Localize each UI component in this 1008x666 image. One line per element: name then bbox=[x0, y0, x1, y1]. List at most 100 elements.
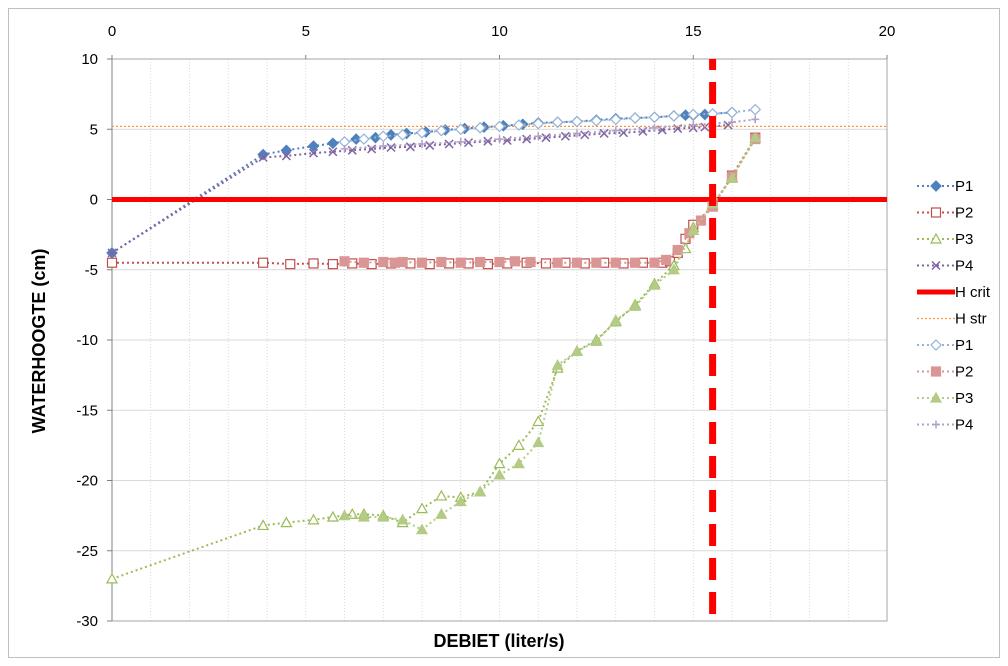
data-point bbox=[551, 116, 564, 129]
series-line bbox=[344, 118, 756, 150]
data-point bbox=[512, 457, 525, 469]
data-point bbox=[474, 121, 486, 134]
data-point bbox=[751, 115, 760, 124]
legend-marker bbox=[930, 339, 942, 351]
y-tick-label: 0 bbox=[90, 192, 98, 209]
data-point bbox=[493, 468, 506, 480]
data-point bbox=[650, 123, 659, 132]
data-point bbox=[418, 140, 426, 149]
legend-item: P2 bbox=[917, 364, 973, 381]
axis-layer: 0 5 10 15 20 10 5 0 -5 -10 -15 -20 -25 -30 bbox=[76, 23, 895, 630]
series-p1 bbox=[338, 103, 762, 148]
data-point bbox=[493, 120, 506, 133]
data-point bbox=[541, 133, 551, 143]
legend-label: H crit bbox=[955, 284, 991, 301]
data-point bbox=[560, 131, 570, 141]
data-point bbox=[571, 115, 583, 128]
data-point bbox=[667, 263, 680, 275]
data-point bbox=[281, 151, 291, 161]
data-point bbox=[513, 119, 525, 131]
data-point bbox=[532, 436, 545, 448]
data-point bbox=[358, 257, 369, 268]
legend-item: H crit bbox=[917, 284, 991, 301]
legend-item: P3 bbox=[917, 231, 973, 248]
series-line bbox=[111, 124, 729, 254]
data-point bbox=[308, 258, 319, 269]
legend-item: P2 bbox=[917, 205, 973, 222]
data-point bbox=[339, 256, 350, 267]
data-point bbox=[307, 513, 320, 525]
data-point bbox=[679, 242, 692, 254]
legend-marker bbox=[930, 366, 942, 377]
data-point bbox=[386, 142, 396, 153]
data-point bbox=[105, 572, 119, 584]
legend-item: P3 bbox=[917, 390, 973, 407]
y-tick-label: -10 bbox=[76, 332, 98, 349]
data-point bbox=[436, 256, 447, 268]
data-point bbox=[396, 129, 409, 141]
data-point bbox=[630, 257, 641, 268]
data-point bbox=[455, 257, 466, 268]
data-point bbox=[483, 136, 493, 146]
data-point bbox=[338, 509, 351, 521]
data-point bbox=[609, 314, 622, 325]
legend-marker bbox=[929, 391, 943, 403]
data-point bbox=[415, 502, 429, 514]
data-point bbox=[377, 130, 390, 143]
data-point bbox=[728, 118, 736, 127]
data-point bbox=[280, 516, 293, 528]
y-tick-label: 10 bbox=[81, 51, 98, 68]
x-axis-title: DEBIET (liter/s) bbox=[433, 631, 564, 651]
data-point bbox=[405, 142, 415, 152]
data-point bbox=[570, 345, 584, 356]
data-point bbox=[672, 244, 683, 256]
data-point bbox=[357, 510, 370, 522]
series-line bbox=[344, 108, 756, 143]
data-point bbox=[540, 258, 552, 269]
data-point bbox=[396, 513, 409, 525]
data-point bbox=[700, 122, 710, 132]
legend-marker bbox=[930, 180, 942, 192]
legend-marker bbox=[931, 260, 941, 271]
data-point bbox=[435, 489, 448, 501]
data-point bbox=[695, 215, 707, 226]
data-point bbox=[509, 256, 521, 267]
data-point bbox=[327, 259, 338, 270]
legend-item: P1 bbox=[917, 178, 973, 195]
y-axis-title: WATERHOOGTE (cm) bbox=[29, 249, 49, 434]
data-point bbox=[358, 133, 370, 145]
data-point bbox=[726, 106, 738, 119]
data-point bbox=[456, 137, 465, 146]
data-point bbox=[308, 148, 319, 158]
legend-label: P4 bbox=[955, 417, 973, 434]
legend-marker bbox=[930, 207, 942, 218]
y-tick-label: -25 bbox=[76, 543, 98, 560]
data-point bbox=[687, 224, 700, 236]
y-tick-label: 5 bbox=[90, 121, 98, 138]
legend-label: P3 bbox=[955, 390, 973, 407]
data-point bbox=[689, 121, 698, 130]
data-point bbox=[258, 152, 268, 162]
data-point bbox=[367, 144, 377, 154]
series-p4 bbox=[340, 115, 760, 153]
legend-item: P4 bbox=[917, 417, 973, 434]
data-point bbox=[648, 111, 661, 124]
data-point bbox=[610, 257, 621, 268]
data-point bbox=[525, 256, 536, 268]
x-tick-label: 20 bbox=[879, 23, 896, 40]
data-point bbox=[494, 256, 505, 268]
data-point bbox=[257, 519, 270, 531]
data-point bbox=[534, 132, 543, 141]
data-point bbox=[444, 139, 454, 149]
data-point bbox=[599, 128, 609, 138]
data-point bbox=[350, 133, 362, 145]
data-point bbox=[327, 137, 339, 150]
data-point bbox=[416, 126, 428, 139]
x-tick-label: 0 bbox=[108, 23, 116, 40]
legend-label: P4 bbox=[955, 258, 973, 275]
series-layer bbox=[105, 59, 887, 614]
legend-label: P2 bbox=[955, 364, 973, 381]
data-point bbox=[454, 123, 467, 136]
data-point bbox=[454, 495, 467, 507]
